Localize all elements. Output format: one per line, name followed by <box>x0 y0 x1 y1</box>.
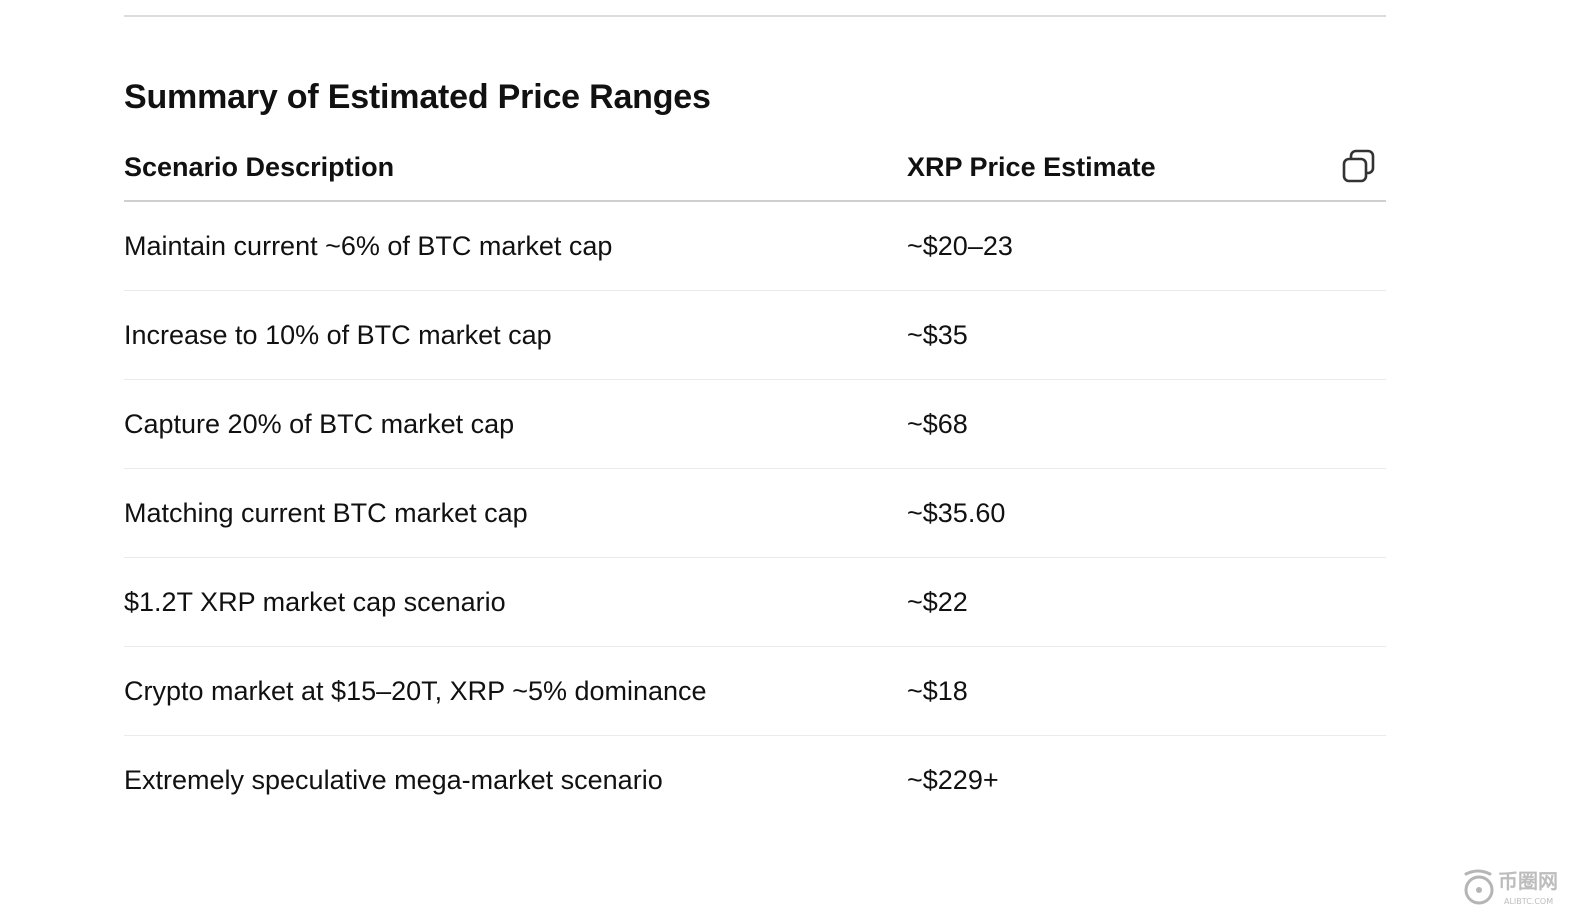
scenario-cell: Crypto market at $15–20T, XRP ~5% domina… <box>124 646 907 736</box>
table-row: Capture 20% of BTC market cap ~$68 <box>124 379 1386 469</box>
watermark-name: 币圈网 <box>1498 869 1558 893</box>
table-row: Matching current BTC market cap ~$35.60 <box>124 468 1386 558</box>
table-row: Crypto market at $15–20T, XRP ~5% domina… <box>124 646 1386 736</box>
price-cell: ~$35.60 <box>907 468 1386 558</box>
price-cell: ~$35 <box>907 290 1386 380</box>
header-scenario-description: Scenario Description <box>124 134 907 202</box>
table-row: Maintain current ~6% of BTC market cap ~… <box>124 201 1386 291</box>
copy-icon <box>1342 149 1375 183</box>
watermark-url: ALIBTC.COM <box>1504 897 1553 906</box>
scenario-cell: Extremely speculative mega-market scenar… <box>124 764 663 795</box>
copy-table-button[interactable] <box>1340 148 1378 186</box>
scenario-cell: Maintain current ~6% of BTC market cap <box>124 201 907 291</box>
scenario-cell: $1.2T XRP market cap scenario <box>124 557 907 647</box>
table-row: Extremely speculative mega-market scenar… <box>124 736 1386 825</box>
scenario-cell: Capture 20% of BTC market cap <box>124 379 907 469</box>
watermark-logo: 币圈网 ALIBTC.COM <box>1460 864 1592 912</box>
table-row: $1.2T XRP market cap scenario ~$22 <box>124 557 1386 647</box>
alibtc-logo-icon: 币圈网 ALIBTC.COM <box>1464 869 1558 906</box>
table-row: Increase to 10% of BTC market cap ~$35 <box>124 290 1386 380</box>
price-cell: ~$22 <box>907 557 1386 647</box>
section-title: Summary of Estimated Price Ranges <box>124 78 711 116</box>
header-xrp-price-estimate: XRP Price Estimate <box>907 151 1156 182</box>
price-cell: ~$20–23 <box>907 201 1386 291</box>
price-cell: ~$229+ <box>907 764 999 795</box>
price-cell: ~$18 <box>907 646 1386 736</box>
price-table-container: Scenario Description XRP Price Estimate <box>124 134 1386 824</box>
scenario-cell: Matching current BTC market cap <box>124 468 907 558</box>
top-divider <box>124 15 1386 17</box>
price-table: Scenario Description XRP Price Estimate <box>124 134 1386 824</box>
price-cell: ~$68 <box>907 379 1386 469</box>
header-price-cell: XRP Price Estimate <box>907 134 1386 202</box>
table-header-row: Scenario Description XRP Price Estimate <box>124 134 1386 202</box>
scenario-cell: Increase to 10% of BTC market cap <box>124 290 907 380</box>
